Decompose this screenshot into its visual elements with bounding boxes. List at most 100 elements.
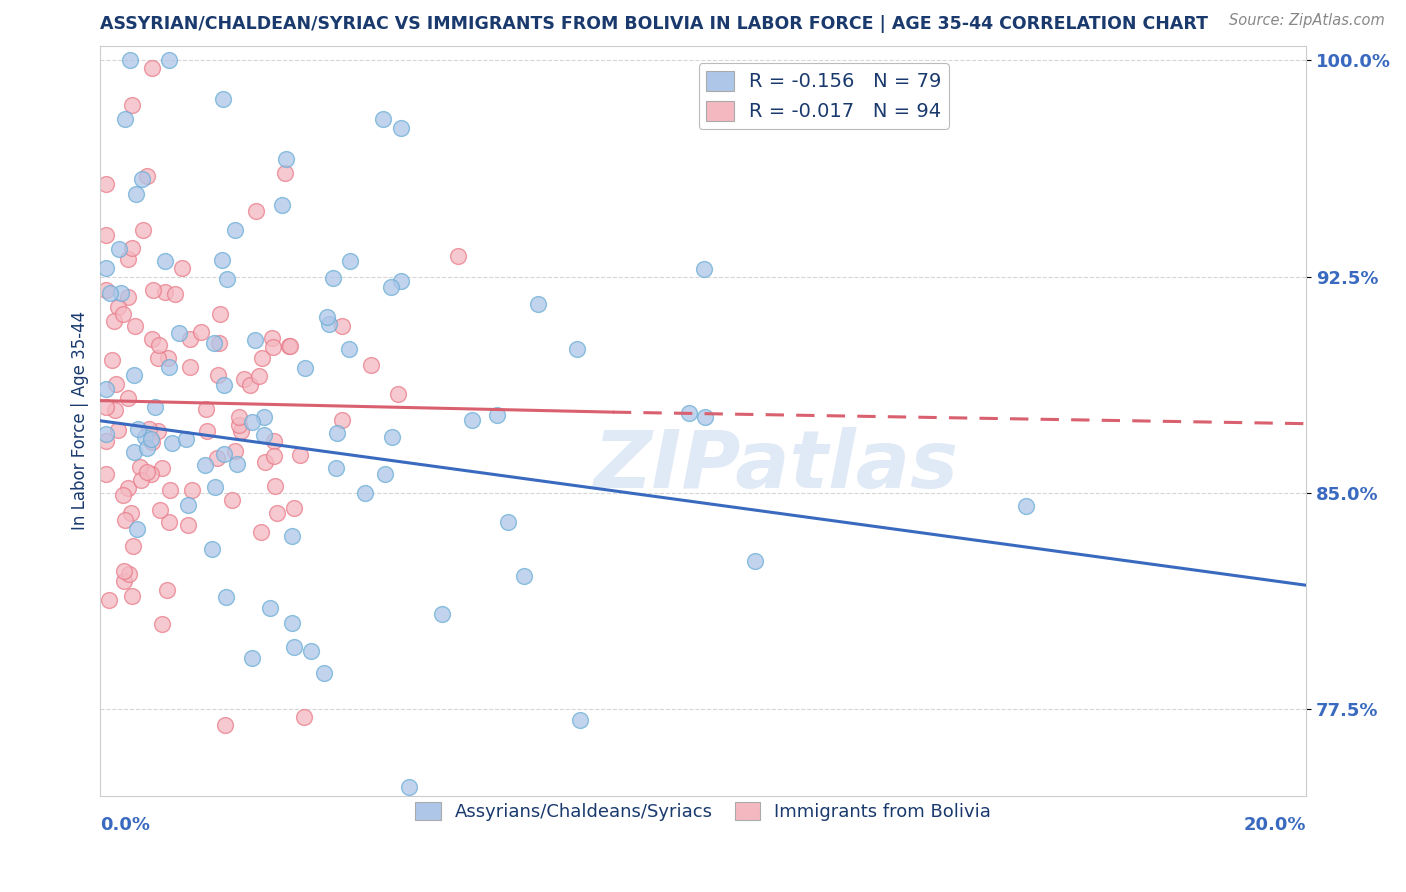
Point <box>229 425 252 439</box>
Point <box>117 391 139 405</box>
Point <box>207 368 229 382</box>
Point <box>121 241 143 255</box>
Point <box>326 425 349 440</box>
Point <box>148 338 170 352</box>
Point <box>105 376 128 391</box>
Point <box>163 286 186 301</box>
Point <box>277 339 299 353</box>
Point <box>134 430 156 444</box>
Text: Source: ZipAtlas.com: Source: ZipAtlas.com <box>1229 13 1385 29</box>
Point <box>117 252 139 267</box>
Point <box>496 515 519 529</box>
Point <box>240 415 263 429</box>
Point <box>194 458 217 473</box>
Point <box>374 467 396 482</box>
Point <box>281 615 304 630</box>
Point <box>387 386 409 401</box>
Point <box>214 718 236 732</box>
Point <box>96 400 118 414</box>
Point <box>247 369 270 384</box>
Point <box>180 483 202 497</box>
Point <box>141 432 163 446</box>
Point <box>253 409 276 424</box>
Point <box>179 332 201 346</box>
Point <box>527 297 550 311</box>
Point <box>271 198 294 212</box>
Point <box>96 427 118 442</box>
Point <box>339 343 361 357</box>
Point <box>312 665 335 680</box>
Point <box>260 331 283 345</box>
Point <box>121 506 143 520</box>
Point <box>447 249 470 263</box>
Point <box>150 616 173 631</box>
Point <box>138 422 160 436</box>
Point <box>110 286 132 301</box>
Point <box>274 166 297 180</box>
Text: 0.0%: 0.0% <box>100 816 150 834</box>
Point <box>124 319 146 334</box>
Point <box>131 172 153 186</box>
Point <box>167 326 190 340</box>
Point <box>332 319 354 334</box>
Point <box>486 409 509 423</box>
Point <box>195 401 218 416</box>
Point <box>121 590 143 604</box>
Point <box>263 434 285 449</box>
Point <box>250 351 273 365</box>
Point <box>157 53 180 67</box>
Point <box>569 713 592 727</box>
Point <box>135 442 157 456</box>
Point <box>112 488 135 502</box>
Point <box>101 353 124 368</box>
Point <box>112 307 135 321</box>
Point <box>121 97 143 112</box>
Y-axis label: In Labor Force | Age 35-44: In Labor Force | Age 35-44 <box>72 311 89 531</box>
Point <box>207 451 229 466</box>
Point <box>263 450 285 464</box>
Point <box>200 542 222 557</box>
Point <box>430 607 453 621</box>
Point <box>283 640 305 655</box>
Point <box>141 332 163 346</box>
Point <box>157 360 180 375</box>
Point <box>148 351 170 366</box>
Point <box>172 261 194 276</box>
Point <box>177 499 200 513</box>
Point <box>389 274 412 288</box>
Legend: Assyrians/Chaldeans/Syriacs, Immigrants from Bolivia: Assyrians/Chaldeans/Syriacs, Immigrants … <box>408 795 998 828</box>
Point <box>263 341 285 355</box>
Point <box>744 554 766 568</box>
Point <box>512 569 534 583</box>
Point <box>208 335 231 350</box>
Point <box>221 492 243 507</box>
Point <box>202 336 225 351</box>
Point <box>129 473 152 487</box>
Point <box>212 378 235 392</box>
Point <box>316 310 339 324</box>
Point <box>98 286 121 301</box>
Point <box>325 460 347 475</box>
Point <box>232 371 254 385</box>
Point <box>208 308 231 322</box>
Point <box>211 252 233 267</box>
Point <box>1015 500 1038 514</box>
Point <box>107 423 129 437</box>
Point <box>150 460 173 475</box>
Point <box>204 480 226 494</box>
Point <box>693 410 716 425</box>
Point <box>226 457 249 471</box>
Point <box>143 400 166 414</box>
Point <box>389 120 412 135</box>
Point <box>117 481 139 495</box>
Point <box>678 406 700 420</box>
Point <box>135 169 157 183</box>
Point <box>125 187 148 202</box>
Point <box>294 361 316 376</box>
Point <box>332 413 354 427</box>
Text: ASSYRIAN/CHALDEAN/SYRIAC VS IMMIGRANTS FROM BOLIVIA IN LABOR FORCE | AGE 35-44 C: ASSYRIAN/CHALDEAN/SYRIAC VS IMMIGRANTS F… <box>100 15 1208 33</box>
Point <box>240 650 263 665</box>
Point <box>381 430 404 444</box>
Point <box>398 780 420 795</box>
Point <box>96 227 118 242</box>
